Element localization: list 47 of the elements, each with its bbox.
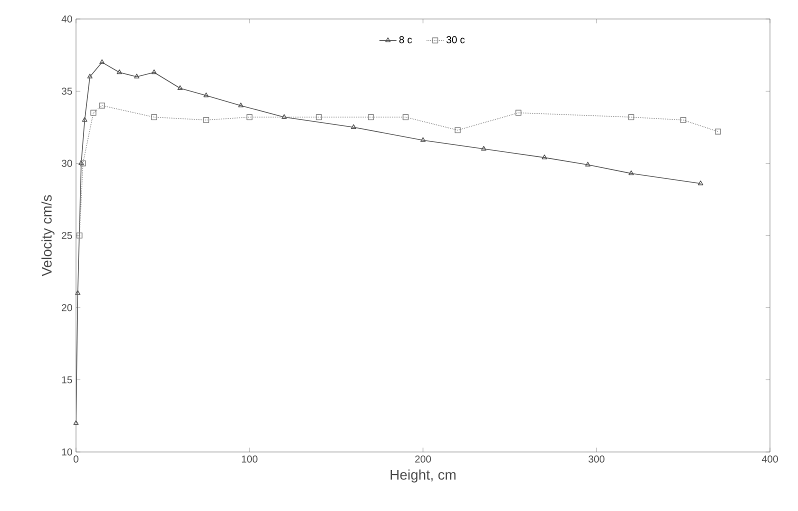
point <box>134 74 140 78</box>
y-tick-label: 30 <box>62 160 72 167</box>
point <box>151 69 157 74</box>
x-axis-title: Height, cm <box>390 469 456 483</box>
x-tick-label: 200 <box>415 456 431 463</box>
point <box>82 117 88 122</box>
point <box>628 170 634 176</box>
point <box>368 114 374 120</box>
point <box>151 114 158 120</box>
point <box>628 114 634 120</box>
point <box>454 127 461 134</box>
y-tick-label: 20 <box>62 304 72 312</box>
point <box>99 102 106 109</box>
point <box>420 137 426 142</box>
point <box>481 146 486 151</box>
point <box>316 114 322 120</box>
point <box>282 114 287 119</box>
point <box>76 232 82 238</box>
y-tick-label: 15 <box>62 376 72 384</box>
y-tick-label: 40 <box>62 15 72 23</box>
legend-label: 30 c <box>446 36 465 44</box>
point <box>90 110 96 116</box>
point <box>515 110 522 116</box>
point <box>177 85 183 90</box>
point <box>203 117 210 124</box>
point <box>680 117 686 124</box>
point <box>585 162 590 166</box>
point <box>246 114 252 120</box>
x-tick-label: 0 <box>74 456 78 463</box>
point <box>99 59 105 64</box>
point <box>542 154 548 160</box>
y-tick-label: 10 <box>62 448 72 456</box>
y-tick-label: 25 <box>62 232 72 240</box>
y-axis-title: Velocity cm/s <box>41 195 54 276</box>
point <box>87 74 93 78</box>
x-tick-label: 400 <box>762 456 778 463</box>
point <box>203 92 209 98</box>
y-tick-label: 35 <box>62 88 72 95</box>
point <box>402 114 409 120</box>
x-tick-label: 300 <box>588 456 604 463</box>
point <box>714 128 721 135</box>
point <box>75 290 80 295</box>
x-tick-label: 100 <box>242 456 258 463</box>
point <box>238 102 244 108</box>
point <box>350 124 356 129</box>
legend-label: 8 c <box>399 36 412 44</box>
point <box>116 69 122 74</box>
